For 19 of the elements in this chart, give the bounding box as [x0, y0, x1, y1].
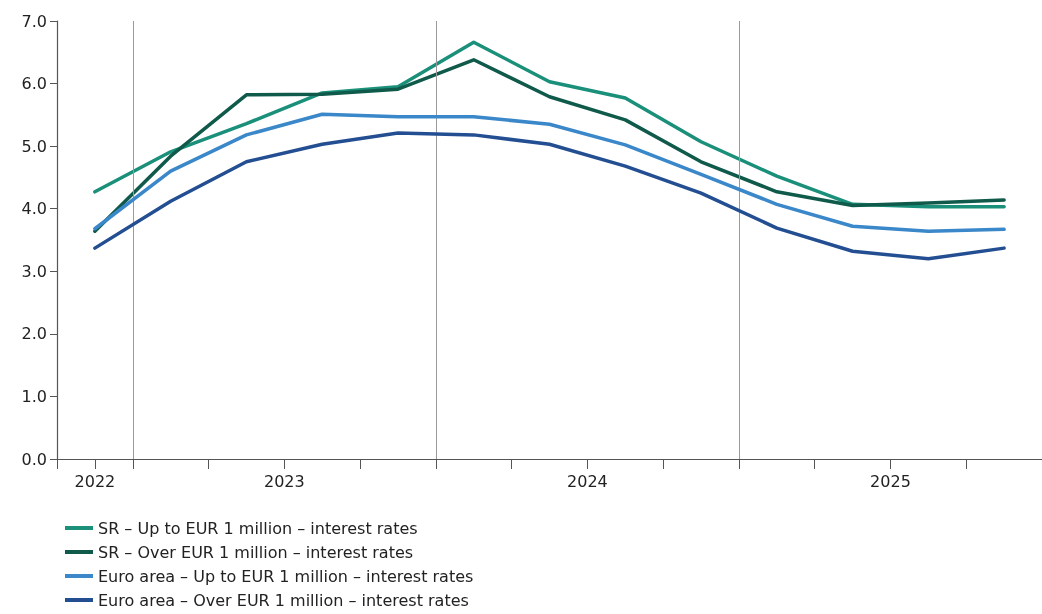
line-series	[93, 112, 1006, 233]
y-tick-label: 7.0	[21, 11, 47, 31]
y-tick-label: 4.0	[21, 199, 47, 219]
x-tick-label: 2022	[74, 471, 116, 491]
x-tick-label: 2025	[870, 471, 911, 491]
y-tick-label: 2.0	[21, 324, 47, 344]
line-series	[93, 58, 1006, 233]
y-tick-label: 5.0	[21, 136, 47, 156]
y-tick-label: 3.0	[21, 261, 47, 281]
y-tick-label: 6.0	[21, 74, 47, 94]
x-tick-label: 2023	[263, 471, 305, 491]
y-tick-label: 1.0	[21, 386, 47, 406]
legend-label: Euro area – Up to EUR 1 million – interest rates	[98, 566, 474, 586]
legend-label: SR – Up to EUR 1 million – interest rates	[98, 518, 418, 538]
legend-label: Euro area – Over EUR 1 million – interest rates	[98, 590, 469, 610]
legend-label: SR – Over EUR 1 million – interest rates	[98, 542, 414, 562]
y-tick-label: 0.0	[21, 449, 47, 469]
x-tick-label: 2024	[567, 471, 608, 491]
line-series	[93, 131, 1006, 261]
